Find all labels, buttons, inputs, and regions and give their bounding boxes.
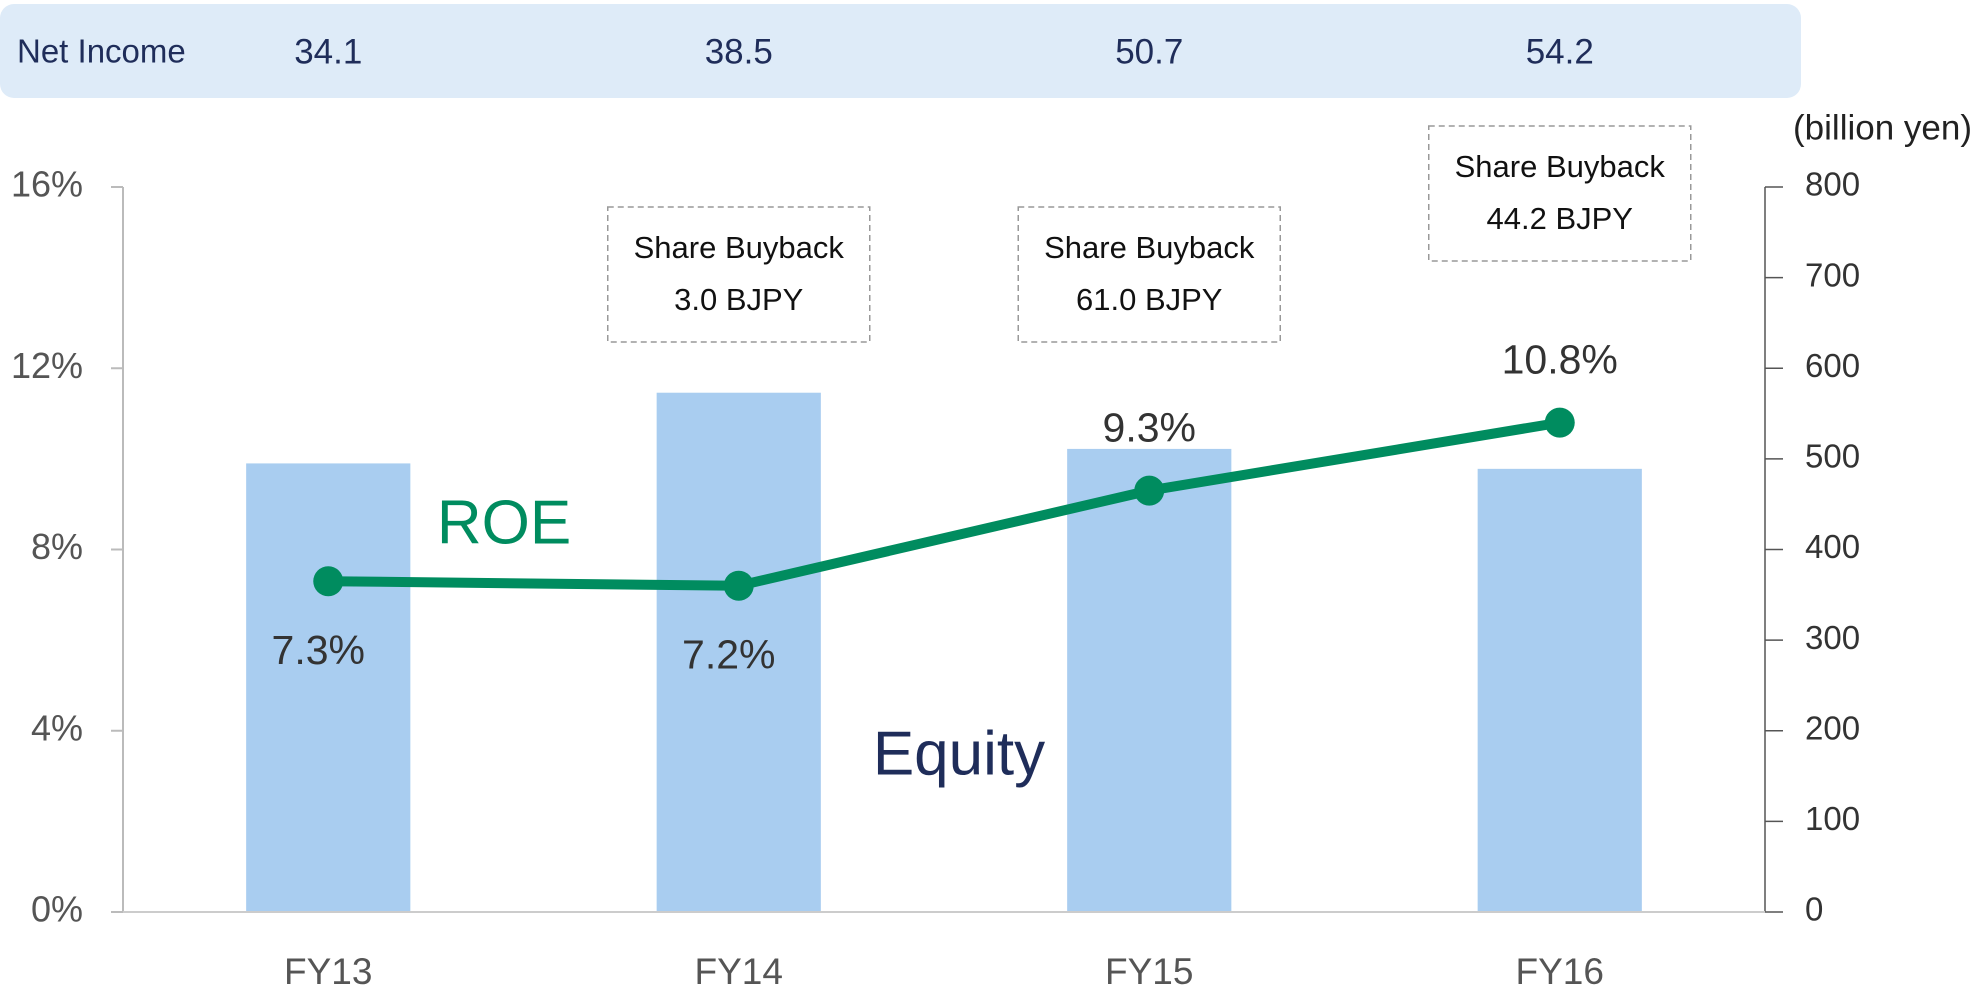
line-point xyxy=(723,570,754,601)
y2-tick-label: 600 xyxy=(1805,347,1860,384)
annotation-text: 61.0 BJPY xyxy=(1076,282,1222,317)
y-tick-label: 0% xyxy=(31,889,83,930)
y2-tick-label: 100 xyxy=(1805,800,1860,837)
data-label: 7.2% xyxy=(682,632,775,678)
annotation-box xyxy=(1428,125,1692,262)
y2-tick-label: 0 xyxy=(1805,891,1823,928)
x-tick-label: FY15 xyxy=(1105,951,1193,989)
annotation-text: Share Buyback xyxy=(1044,230,1255,265)
data-label: 7.3% xyxy=(272,627,365,673)
line-point xyxy=(1134,475,1165,506)
annotation-box xyxy=(1017,206,1281,343)
series-label: Equity xyxy=(873,719,1045,788)
y2-tick-label: 700 xyxy=(1805,256,1860,293)
annotation-text: Share Buyback xyxy=(1455,149,1666,184)
y-tick-label: 4% xyxy=(31,707,83,748)
annotation-text: 3.0 BJPY xyxy=(674,282,803,317)
annotation-text: 44.2 BJPY xyxy=(1487,201,1633,236)
y-tick-label: 12% xyxy=(11,345,83,386)
bar xyxy=(246,463,411,912)
net-income-value: 50.7 xyxy=(1115,32,1183,71)
x-tick-label: FY16 xyxy=(1516,951,1604,989)
net-income-value: 34.1 xyxy=(294,32,362,71)
line-point xyxy=(313,566,344,597)
annotation-text: Share Buyback xyxy=(634,230,845,265)
y-tick-label: 16% xyxy=(11,164,83,205)
net-income-value: 38.5 xyxy=(705,32,773,71)
y2-tick-label: 400 xyxy=(1805,528,1860,565)
y2-tick-label: 300 xyxy=(1805,619,1860,656)
bar xyxy=(656,392,821,912)
y2-tick-label: 800 xyxy=(1805,166,1860,203)
series-label: ROE xyxy=(437,488,571,557)
net-income-label: Net Income xyxy=(17,33,186,70)
net-income-band xyxy=(0,4,1801,98)
bar xyxy=(1067,448,1232,912)
line-point xyxy=(1544,407,1575,438)
x-tick-label: FY14 xyxy=(695,951,783,989)
y-tick-label: 8% xyxy=(31,526,83,567)
line xyxy=(328,417,1561,591)
x-tick-label: FY13 xyxy=(284,951,372,989)
annotation-box xyxy=(607,206,871,343)
bar xyxy=(1477,468,1642,912)
y2-axis-label: (billion yen) xyxy=(1793,108,1972,147)
net-income-value: 54.2 xyxy=(1526,32,1594,71)
data-label: 10.8% xyxy=(1502,336,1618,382)
y2-tick-label: 500 xyxy=(1805,438,1860,475)
data-label: 9.3% xyxy=(1103,404,1196,450)
y2-tick-label: 200 xyxy=(1805,709,1860,746)
